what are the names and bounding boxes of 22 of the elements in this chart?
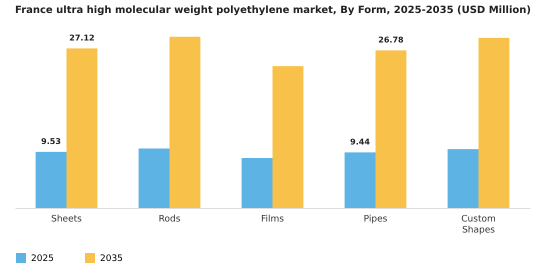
- chart-title: France ultra high molecular weight polyethylene market, By Form, 2025-2035 (USD Million): [15, 5, 531, 16]
- x-tick-label: Rods: [158, 214, 181, 224]
- x-tick-label: Pipes: [364, 214, 388, 224]
- bar: [242, 158, 272, 208]
- bar: [376, 50, 406, 208]
- bar: [344, 152, 376, 208]
- data-label: 26.78: [378, 35, 404, 44]
- bar: [66, 48, 98, 208]
- bar: [170, 36, 200, 208]
- data-label: 9.44: [350, 137, 370, 146]
- bar: [138, 148, 170, 208]
- x-tick-label: Films: [261, 214, 284, 224]
- legend-label: 2025: [31, 254, 54, 264]
- data-label: 27.12: [69, 33, 95, 42]
- x-tick-label: Custom Shapes: [461, 214, 496, 236]
- legend-label: 2035: [100, 254, 123, 264]
- x-tick-label: Sheets: [51, 214, 82, 224]
- bar: [36, 152, 66, 208]
- bar: [272, 66, 304, 208]
- bar: [478, 38, 510, 208]
- data-label: 9.53: [41, 136, 61, 146]
- bar: [448, 149, 478, 208]
